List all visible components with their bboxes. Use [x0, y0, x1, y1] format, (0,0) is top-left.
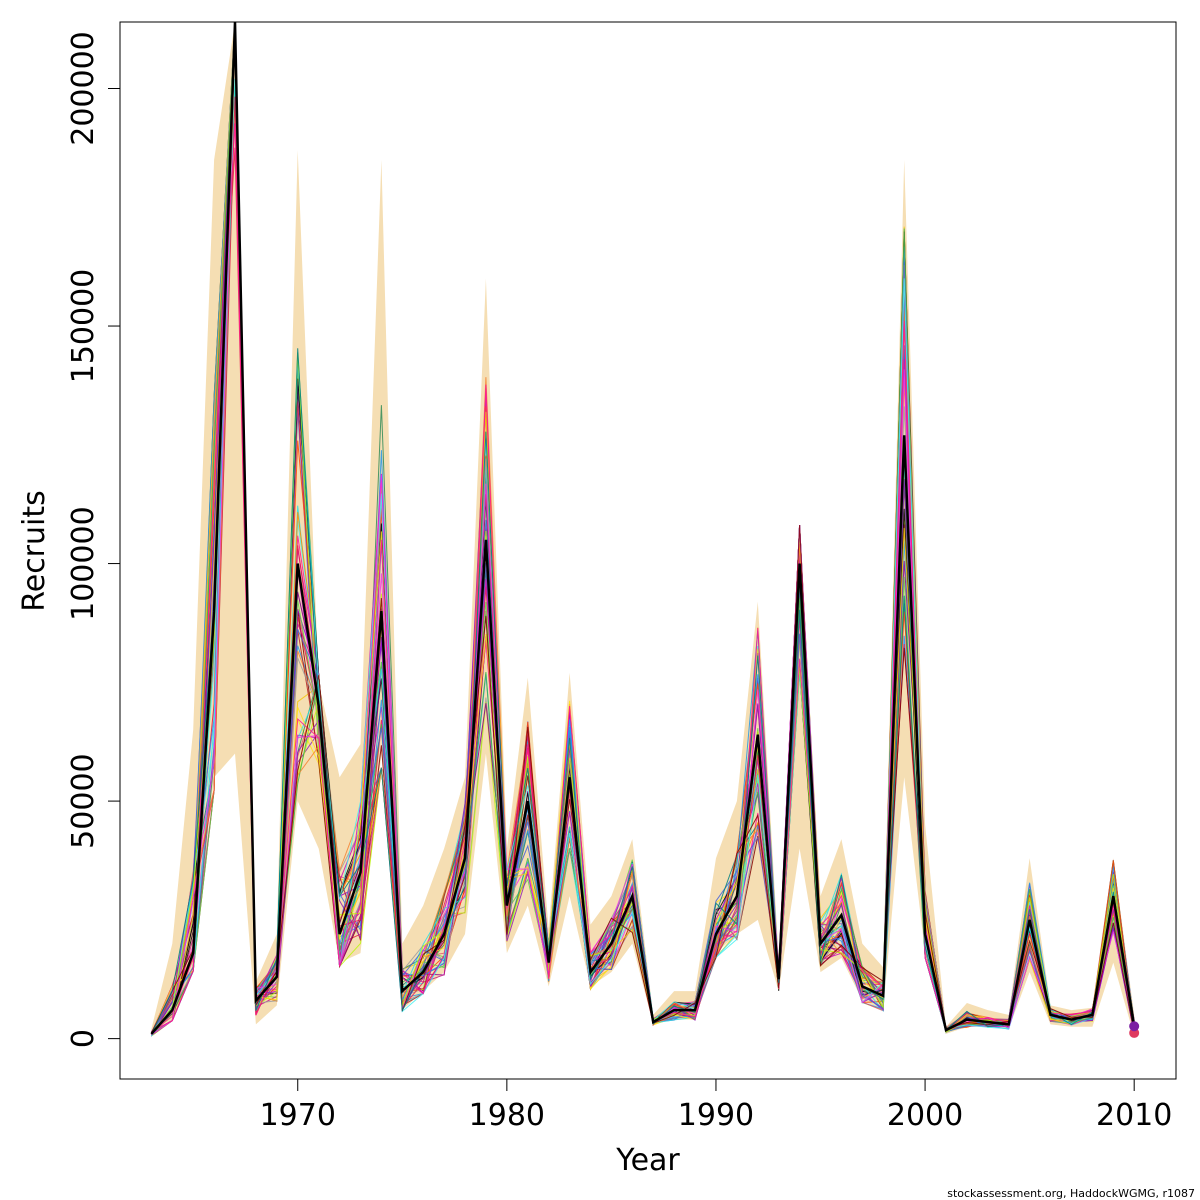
estimate-lines: [150, 21, 1136, 1035]
y-axis-title: Recruits: [17, 490, 52, 612]
x-tick-label: 1990: [678, 1098, 754, 1133]
x-axis-title: Year: [615, 1143, 680, 1178]
y-tick-label: 200000: [66, 31, 101, 146]
x-axis: 1970 1980 1990 2000 2010: [260, 1078, 1172, 1133]
x-tick-label: 2010: [1096, 1098, 1172, 1133]
end-point: [1129, 1021, 1140, 1032]
x-tick-label: 2000: [887, 1098, 963, 1133]
simulation-lines: [150, 21, 1135, 1037]
end-points: [1129, 1021, 1140, 1038]
series-line: [150, 21, 1136, 1035]
simulation-line: [151, 21, 1135, 1033]
y-tick-label: 50000: [66, 753, 101, 848]
simulation-line: [150, 29, 1135, 1034]
credit-text: stockassessment.org, HaddockWGMG, r1087: [947, 1187, 1195, 1200]
x-tick-label: 1970: [260, 1098, 336, 1133]
y-axis: 0 50000 100000 150000 200000: [66, 31, 121, 1048]
y-tick-label: 150000: [66, 269, 101, 384]
x-tick-label: 1980: [469, 1098, 545, 1133]
y-tick-label: 0: [66, 1029, 101, 1048]
y-tick-label: 100000: [66, 506, 101, 621]
simulation-line: [150, 21, 1135, 1035]
